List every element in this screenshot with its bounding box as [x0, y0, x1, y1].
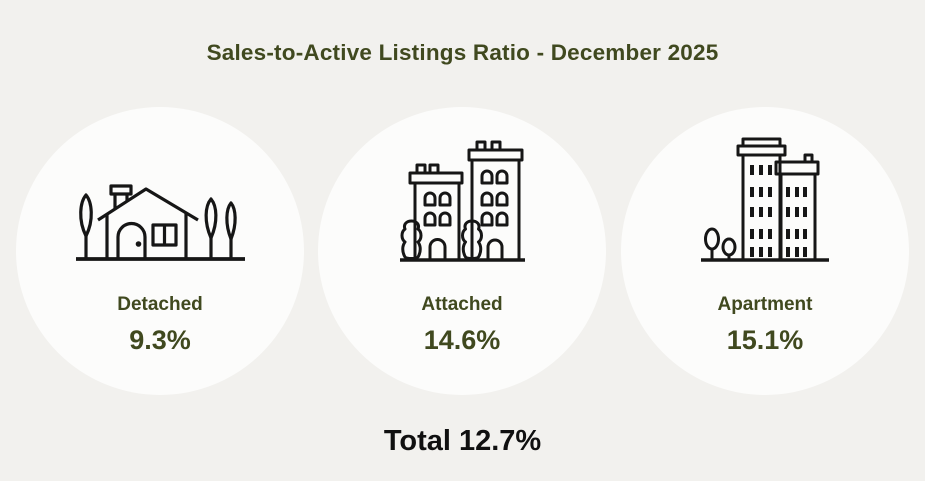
- category-label-attached: Attached: [421, 294, 503, 315]
- total-ratio: Total 12.7%: [0, 424, 925, 458]
- right-tower-windows: [786, 187, 807, 257]
- detached-house-icon: [75, 184, 245, 261]
- category-card-apartment: Apartment 15.1%: [621, 107, 909, 395]
- page-title: Sales-to-Active Listings Ratio - Decembe…: [206, 40, 719, 65]
- category-card-attached: Attached 14.6%: [318, 107, 606, 395]
- category-label-detached: Detached: [117, 294, 203, 315]
- category-label-apartment: Apartment: [717, 294, 813, 315]
- category-card-detached: Detached 9.3%: [16, 107, 304, 395]
- total-value: 12.7%: [458, 425, 542, 457]
- category-value-apartment: 15.1%: [726, 325, 804, 355]
- category-value-detached: 9.3%: [129, 325, 191, 355]
- category-value-attached: 14.6%: [423, 325, 501, 355]
- total-label: Total: [383, 425, 451, 457]
- apartment-buildings-icon: [701, 137, 829, 262]
- attached-houses-icon: [399, 140, 525, 262]
- attached-icon-box: [318, 107, 606, 263]
- apartment-icon-box: [621, 107, 909, 263]
- bush-tree-shape: [400, 219, 422, 260]
- detached-icon-box: [16, 107, 304, 263]
- left-tower-windows: [750, 165, 772, 257]
